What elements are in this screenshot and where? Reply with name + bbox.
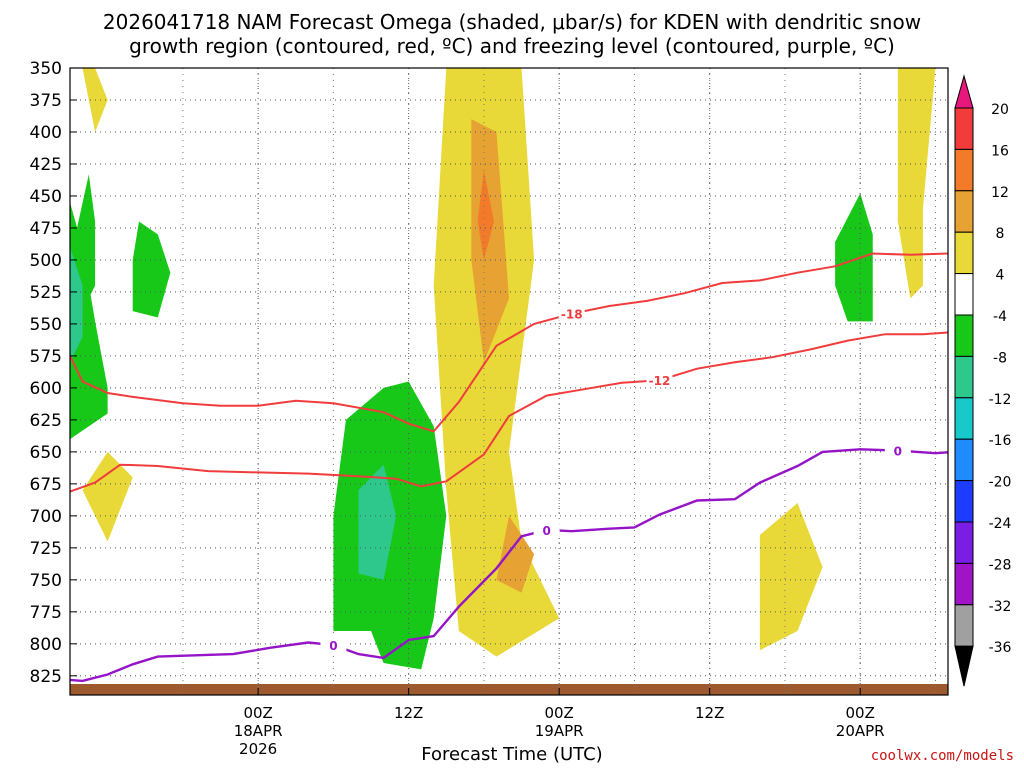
omega-region-downdraft-col-4 (759, 503, 823, 651)
y-tick-label-625: 625 (30, 411, 62, 431)
x-tick-label-18: 12Z (394, 704, 423, 722)
colorbar-swatch-12 (954, 562, 974, 606)
contour-label-bg-freezing-level-0-0 (320, 638, 347, 653)
contour-label-dgz-minus-18-0: -18 (561, 308, 583, 322)
colorbar-bottom-arrow (954, 645, 974, 687)
y-tick-label-700: 700 (30, 507, 62, 527)
colorbar-label-6: -8 (993, 350, 1007, 366)
omega-region-downdraft-col-2 (82, 451, 133, 542)
y-tick-label-725: 725 (30, 539, 62, 559)
colorbar-label-10: -24 (989, 516, 1012, 532)
y-tick-label-600: 600 (30, 379, 62, 399)
x-tick-year-6: 2026 (239, 740, 277, 758)
colorbar-label-13: -36 (989, 640, 1012, 656)
colorbar-label-7: -12 (989, 392, 1012, 408)
contour-label-freezing-level-0-0: 0 (329, 639, 337, 653)
colorbar-swatch-1 (954, 107, 974, 150)
x-tick-label-6: 00Z (243, 704, 272, 722)
colorbar-label-2: 12 (991, 185, 1009, 201)
colorbar-top-arrow (954, 74, 974, 109)
contour-label-freezing-level-0-1: 0 (542, 524, 550, 538)
y-tick-label-425: 425 (30, 155, 62, 175)
y-tick-label-475: 475 (30, 219, 62, 239)
contour-dgz-minus-18 (70, 252, 948, 433)
colorbar-swatch-9 (954, 438, 974, 482)
colorbar-label-0: 20 (991, 102, 1009, 118)
contour-label-bg-freezing-level-0-2 (884, 443, 911, 458)
y-tick-label-500: 500 (30, 251, 62, 271)
omega-region-updraft-col-4 (835, 193, 873, 322)
contour-label-dgz-minus-12-0: -12 (649, 374, 671, 388)
colorbar-label-9: -20 (989, 475, 1012, 491)
y-tick-label-800: 800 (30, 635, 62, 655)
y-tick-label-575: 575 (30, 347, 62, 367)
x-tick-label-54: 00Z (846, 704, 875, 722)
contour-label-bg-dgz-minus-18-0 (558, 306, 585, 321)
x-tick-date-6: 18APR (234, 722, 283, 740)
colorbar-swatch-13 (954, 604, 974, 647)
chart-title-line2: growth region (contoured, red, ºC) and f… (129, 34, 895, 58)
colorbar-swatch-4 (954, 231, 974, 275)
contour-label-bg-freezing-level-0-1 (533, 522, 560, 537)
colorbar-swatch-3 (954, 190, 974, 233)
omega-region-downdraft-col-3 (433, 68, 560, 657)
omega-region-downdraft-col-3-core (471, 119, 509, 363)
y-tick-label-400: 400 (30, 123, 62, 143)
x-axis-label: Forecast Time (UTC) (421, 744, 603, 765)
colorbar-label-5: -4 (993, 309, 1007, 325)
colorbar-swatch-6 (954, 314, 974, 357)
y-tick-label-775: 775 (30, 603, 62, 623)
chart-title-line1: 2026041718 NAM Forecast Omega (shaded, μ… (102, 10, 922, 34)
colorbar-swatch-7 (954, 355, 974, 399)
colorbar-label-3: 8 (996, 226, 1005, 242)
colorbar-swatch-2 (954, 148, 974, 192)
y-tick-label-825: 825 (30, 667, 62, 687)
y-tick-label-550: 550 (30, 315, 62, 335)
omega-region-updraft-col-2 (132, 221, 171, 318)
colorbar-label-8: -16 (989, 433, 1012, 449)
x-tick-date-30: 19APR (535, 722, 584, 740)
y-tick-label-375: 375 (30, 91, 62, 111)
omega-region-updraft-col-3-core (358, 464, 397, 580)
x-tick-label-42: 12Z (695, 704, 724, 722)
y-tick-label-750: 750 (30, 571, 62, 591)
colorbar-label-11: -28 (989, 557, 1012, 573)
contour-label-freezing-level-0-2: 0 (894, 445, 902, 459)
omega-region-downdraft-col-3-lower (496, 515, 535, 593)
x-tick-date-54: 20APR (836, 722, 885, 740)
colorbar-swatch-10 (954, 480, 974, 523)
omega-region-updraft-col-1-core (70, 247, 83, 363)
colorbar-label-4: 4 (996, 268, 1005, 284)
colorbar-label-1: 16 (991, 143, 1009, 159)
colorbar-swatch-11 (954, 521, 974, 564)
y-tick-label-350: 350 (30, 59, 62, 79)
colorbar-label-12: -32 (989, 599, 1012, 615)
y-tick-label-525: 525 (30, 283, 62, 303)
contour-label-bg-dgz-minus-12-0 (646, 373, 673, 388)
plot-frame (69, 67, 949, 696)
colorbar-swatch-5 (954, 273, 974, 316)
colorbar-swatch-8 (954, 397, 974, 440)
omega-region-downdraft-col-3-peak (477, 170, 494, 260)
contour-dgz-minus-12 (70, 331, 948, 493)
contour-freezing-level-0 (70, 448, 948, 683)
y-tick-label-650: 650 (30, 443, 62, 463)
y-tick-label-450: 450 (30, 187, 62, 207)
omega-region-downdraft-col-5 (897, 68, 936, 299)
credit-text: coolwx.com/models (870, 748, 1014, 764)
terrain-strip (70, 684, 948, 695)
x-tick-label-30: 00Z (544, 704, 573, 722)
y-tick-label-675: 675 (30, 475, 62, 495)
